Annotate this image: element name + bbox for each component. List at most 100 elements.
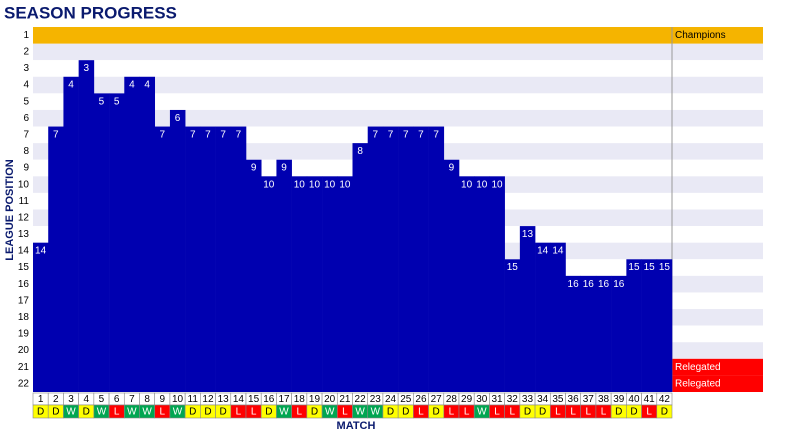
result-label: L: [586, 407, 592, 418]
x-tick-label: 36: [568, 394, 580, 405]
y-tick-label: 3: [23, 63, 29, 74]
y-tick-label: 15: [18, 262, 30, 273]
row-stripe: [33, 93, 763, 110]
bar: [474, 176, 490, 392]
y-tick-label: 12: [18, 212, 30, 223]
y-tick-label: 4: [23, 80, 29, 91]
y-tick-label: 21: [18, 362, 30, 373]
result-label: D: [204, 407, 211, 418]
bar-label: 5: [99, 96, 105, 107]
bar-label: 7: [373, 129, 379, 140]
bar: [93, 93, 110, 392]
bar-label: 14: [552, 246, 564, 257]
result-label: W: [173, 407, 183, 418]
bar-label: 4: [144, 80, 150, 91]
result-label: L: [494, 407, 500, 418]
zone-label: Relegated: [675, 362, 721, 373]
bar: [185, 126, 201, 392]
y-tick-label: 2: [23, 47, 29, 58]
result-label: L: [296, 407, 302, 418]
bar: [215, 126, 232, 392]
bar-label: 10: [339, 179, 351, 190]
bar: [230, 126, 247, 392]
bar: [428, 126, 445, 392]
bar: [504, 259, 521, 392]
bar: [382, 126, 399, 392]
x-tick-label: 12: [202, 394, 214, 405]
y-tick-label: 9: [23, 163, 29, 174]
y-tick-label: 19: [18, 329, 30, 340]
result-label: D: [433, 407, 440, 418]
bar: [48, 126, 64, 392]
result-label: D: [52, 407, 59, 418]
x-tick-label: 3: [68, 394, 74, 405]
y-tick-label: 1: [23, 30, 29, 41]
bar: [322, 176, 338, 392]
bar: [626, 259, 642, 392]
row-stripe: [33, 60, 763, 77]
bar-label: 15: [507, 262, 519, 273]
result-label: D: [83, 407, 90, 418]
bar: [459, 176, 475, 392]
x-tick-label: 16: [263, 394, 275, 405]
y-tick-label: 13: [18, 229, 30, 240]
result-label: D: [402, 407, 409, 418]
zone-label: Relegated: [675, 378, 721, 389]
x-tick-label: 32: [507, 394, 519, 405]
x-tick-label: 31: [491, 394, 503, 405]
bar: [139, 76, 156, 392]
x-tick-label: 6: [114, 394, 120, 405]
x-tick-label: 26: [415, 394, 427, 405]
bar: [656, 259, 673, 392]
x-tick-label: 1: [38, 394, 44, 405]
zone-label: Champions: [675, 30, 726, 41]
x-tick-label: 40: [628, 394, 640, 405]
bar-label: 14: [35, 246, 47, 257]
bar: [443, 159, 460, 392]
x-tick-label: 30: [476, 394, 488, 405]
result-label: W: [355, 407, 365, 418]
x-tick-label: 18: [294, 394, 306, 405]
bar-label: 9: [251, 163, 257, 174]
chart-title: SEASON PROGRESS: [4, 3, 177, 22]
bar-label: 16: [568, 279, 580, 290]
x-tick-label: 24: [385, 394, 397, 405]
bar-label: 10: [294, 179, 306, 190]
bar: [306, 176, 323, 392]
bar-label: 7: [205, 129, 211, 140]
result-label: L: [509, 407, 515, 418]
bar: [641, 259, 658, 392]
bar-label: 15: [644, 262, 656, 273]
zone: [672, 358, 763, 376]
result-label: D: [524, 407, 531, 418]
bar-label: 10: [491, 179, 503, 190]
bar: [580, 275, 597, 392]
bar-label: 7: [236, 129, 242, 140]
result-label: L: [646, 407, 652, 418]
x-tick-label: 37: [583, 394, 595, 405]
x-tick-label: 20: [324, 394, 336, 405]
y-tick-label: 10: [18, 179, 30, 190]
bar-label: 7: [190, 129, 196, 140]
bar-label: 14: [537, 246, 549, 257]
row-stripe: [33, 43, 763, 61]
bar-label: 8: [357, 146, 363, 157]
x-tick-label: 28: [446, 394, 458, 405]
bar-label: 7: [418, 129, 424, 140]
bar: [565, 275, 582, 392]
bar-label: 7: [388, 129, 394, 140]
result-label: L: [449, 407, 455, 418]
y-tick-label: 18: [18, 312, 30, 323]
result-label: D: [265, 407, 272, 418]
bar-label: 7: [403, 129, 409, 140]
x-tick-label: 17: [278, 394, 290, 405]
bar: [489, 176, 505, 392]
bar: [337, 176, 353, 392]
x-tick-label: 29: [461, 394, 473, 405]
bar: [124, 76, 140, 392]
y-tick-label: 8: [23, 146, 29, 157]
result-label: L: [342, 407, 348, 418]
bar: [352, 143, 369, 392]
result-label: W: [97, 407, 107, 418]
